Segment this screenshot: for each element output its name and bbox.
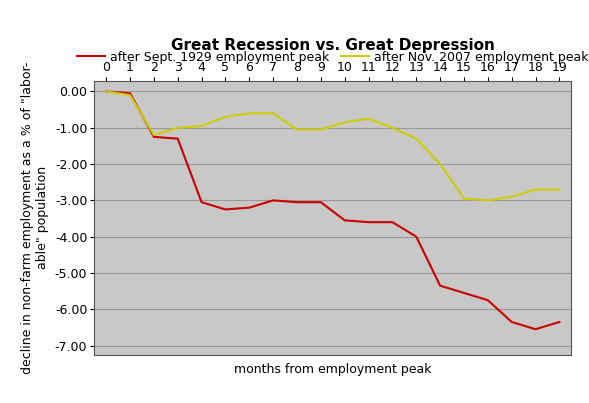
after Nov. 2007 employment peak — [270, 111, 277, 116]
after Nov. 2007 employment peak — [365, 116, 372, 121]
after Nov. 2007 employment peak — [293, 127, 300, 132]
after Nov. 2007 employment peak — [150, 133, 157, 137]
after Sept. 1929 employment peak — [484, 298, 491, 303]
after Sept. 1929 employment peak — [270, 198, 277, 203]
Line: after Nov. 2007 employment peak: after Nov. 2007 employment peak — [106, 91, 560, 200]
after Nov. 2007 employment peak — [389, 125, 396, 130]
after Sept. 1929 employment peak — [293, 200, 300, 205]
after Nov. 2007 employment peak — [413, 136, 420, 141]
after Sept. 1929 employment peak — [246, 205, 253, 210]
after Nov. 2007 employment peak — [198, 124, 205, 129]
after Nov. 2007 employment peak — [246, 111, 253, 116]
after Nov. 2007 employment peak — [102, 89, 110, 94]
after Sept. 1929 employment peak — [436, 283, 444, 288]
Y-axis label: decline in non-farm employment as a % of "labor-
able" population: decline in non-farm employment as a % of… — [21, 61, 49, 374]
after Nov. 2007 employment peak — [436, 162, 444, 166]
after Sept. 1929 employment peak — [365, 220, 372, 224]
after Sept. 1929 employment peak — [556, 320, 563, 324]
after Sept. 1929 employment peak — [461, 291, 468, 295]
after Sept. 1929 employment peak — [174, 136, 181, 141]
after Sept. 1929 employment peak — [341, 218, 348, 223]
after Sept. 1929 employment peak — [102, 89, 110, 94]
after Sept. 1929 employment peak — [222, 207, 229, 212]
after Nov. 2007 employment peak — [484, 198, 491, 203]
after Sept. 1929 employment peak — [317, 200, 325, 205]
after Nov. 2007 employment peak — [461, 196, 468, 201]
after Nov. 2007 employment peak — [317, 127, 325, 132]
after Nov. 2007 employment peak — [174, 125, 181, 130]
after Nov. 2007 employment peak — [222, 114, 229, 119]
Line: after Sept. 1929 employment peak: after Sept. 1929 employment peak — [106, 91, 560, 329]
Title: Great Recession vs. Great Depression: Great Recession vs. Great Depression — [171, 37, 495, 52]
after Sept. 1929 employment peak — [413, 234, 420, 239]
after Nov. 2007 employment peak — [127, 93, 134, 98]
X-axis label: months from employment peak: months from employment peak — [234, 363, 432, 376]
after Nov. 2007 employment peak — [341, 120, 348, 125]
after Nov. 2007 employment peak — [508, 194, 515, 199]
after Sept. 1929 employment peak — [508, 320, 515, 324]
Legend: after Sept. 1929 employment peak, after Nov. 2007 employment peak: after Sept. 1929 employment peak, after … — [72, 46, 589, 69]
after Nov. 2007 employment peak — [532, 187, 539, 192]
after Sept. 1929 employment peak — [127, 91, 134, 96]
after Sept. 1929 employment peak — [198, 200, 205, 205]
after Sept. 1929 employment peak — [532, 327, 539, 332]
after Sept. 1929 employment peak — [389, 220, 396, 224]
after Sept. 1929 employment peak — [150, 135, 157, 139]
after Nov. 2007 employment peak — [556, 187, 563, 192]
